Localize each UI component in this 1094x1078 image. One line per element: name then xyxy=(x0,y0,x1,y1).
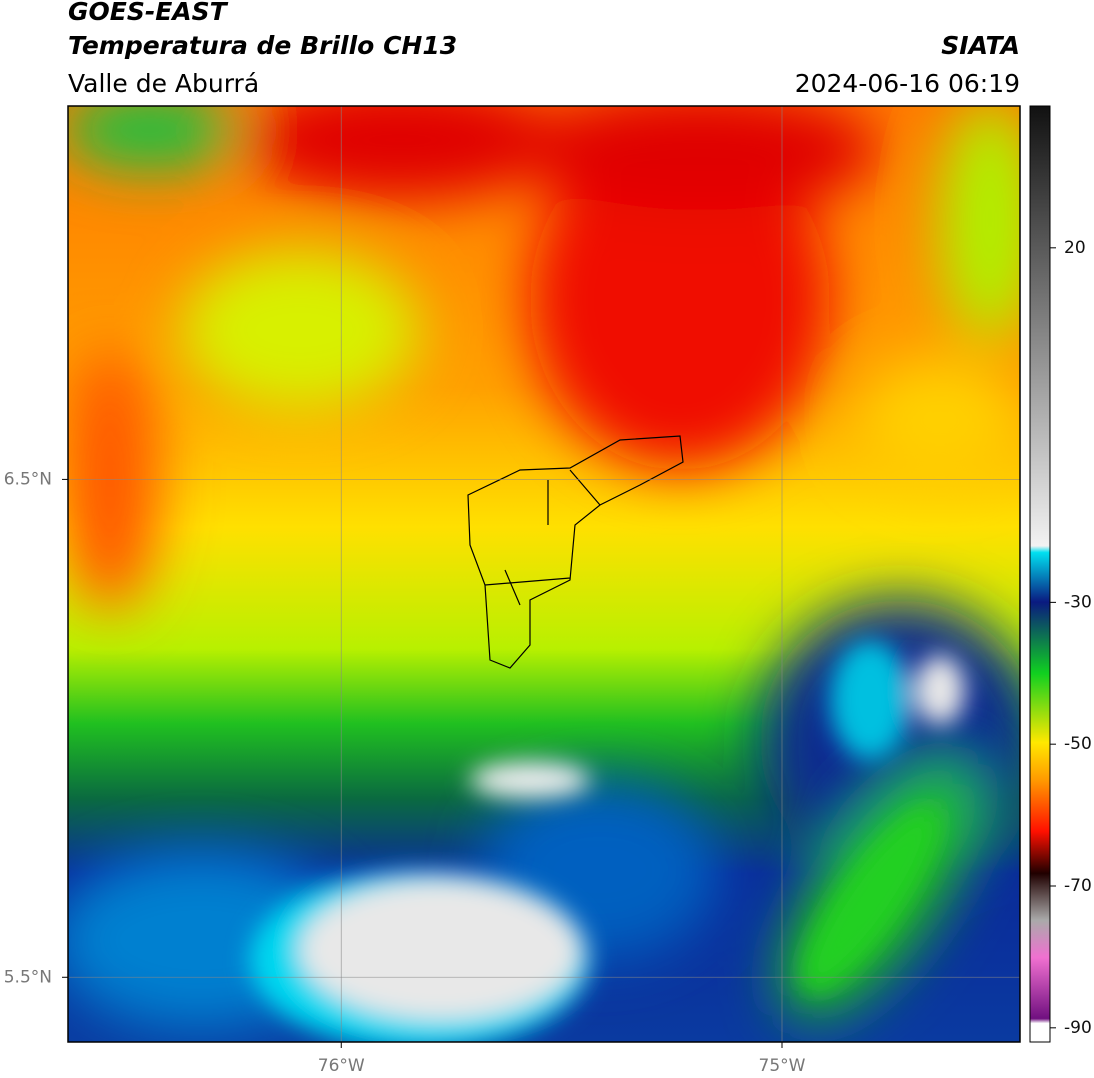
title: GOES-EAST xyxy=(68,0,229,26)
colorbar xyxy=(1029,105,1051,1043)
satellite-image xyxy=(68,106,1020,1042)
x-tick-label: 75°W xyxy=(759,1056,806,1076)
subtitle: Temperatura de Brillo CH13 xyxy=(68,31,457,60)
map-frame xyxy=(67,105,1021,1043)
colorbar-tick-label: -30 xyxy=(1064,592,1092,612)
datetime: 2024-06-16 06:19 xyxy=(795,69,1020,98)
x-tick-label: 76°W xyxy=(318,1056,365,1076)
y-tick-label: 6.5°N xyxy=(4,469,52,489)
colorbar-tick-label: 20 xyxy=(1064,238,1086,258)
valley-boundary xyxy=(467,435,684,669)
region: Valle de Aburrá xyxy=(68,69,259,98)
colorbar-tick-label: -50 xyxy=(1064,734,1092,754)
colorbar-tick-label: -70 xyxy=(1064,876,1092,896)
source: SIATA xyxy=(941,31,1020,60)
colorbar-tick-label: -90 xyxy=(1064,1018,1092,1038)
y-tick-label: 5.5°N xyxy=(4,967,52,987)
grid xyxy=(68,106,1020,1042)
